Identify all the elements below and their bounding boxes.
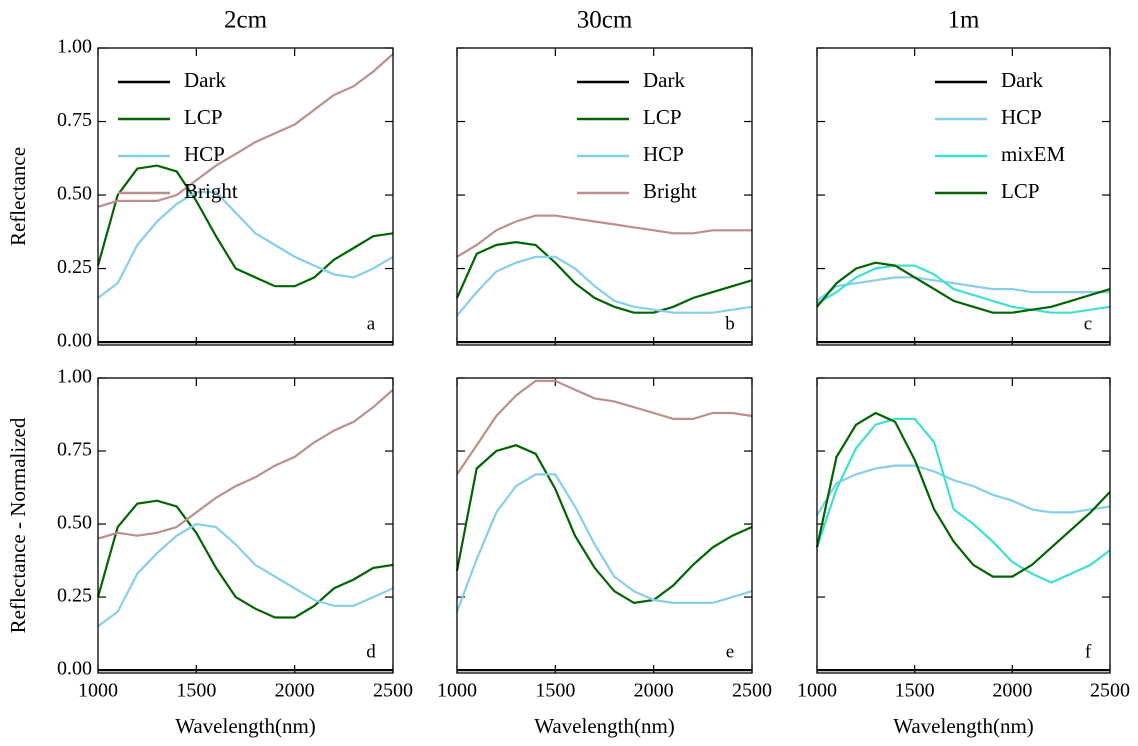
y-tick-label: 1.00 — [57, 366, 92, 388]
legend-label: Dark — [1001, 68, 1043, 92]
panel: Wavelength(nm) 1000 1500 2000 2500 e — [437, 377, 772, 738]
y-tick-label: 0.00 — [57, 658, 92, 680]
y-tick-label: 0.50 — [57, 512, 92, 534]
legend-label: Bright — [184, 179, 238, 203]
series-line — [455, 444, 753, 605]
panel: 2cm Reflectance 0.00 0.25 0.50 0.75 1.00 a Dark L… — [6, 7, 394, 352]
series-line — [815, 417, 1111, 584]
legend-label: Dark — [643, 68, 685, 92]
x-tick-label: 1500 — [895, 680, 935, 702]
x-axis-label: Wavelength(nm) — [534, 714, 675, 738]
panel: 1m c Dark HCP mixEM LCP — [816, 7, 1111, 346]
panel-letter: e — [726, 641, 734, 662]
panel-letter: f — [1085, 641, 1092, 662]
plot-frame — [816, 47, 1111, 346]
x-tick-label: 2500 — [373, 680, 413, 702]
series-line — [816, 464, 1111, 516]
x-tick-label: 2000 — [634, 680, 674, 702]
x-tick-label: 2500 — [732, 680, 772, 702]
series-line — [97, 191, 394, 299]
plot-frame — [456, 47, 753, 346]
y-axis-label: Reflectance — [6, 147, 30, 246]
plot-frame — [456, 377, 753, 674]
x-tick-label: 1000 — [437, 680, 477, 702]
plot-frame — [97, 47, 394, 346]
panel-letter: c — [1084, 313, 1092, 334]
panel-title: 30cm — [577, 7, 633, 34]
series-line — [815, 411, 1111, 578]
series-line — [97, 522, 394, 628]
x-tick-label: 1000 — [78, 680, 118, 702]
series-line — [456, 255, 753, 317]
series-line — [96, 164, 394, 288]
y-tick-label: 1.00 — [57, 36, 92, 58]
legend-label: HCP — [1001, 105, 1042, 129]
series-line — [816, 276, 1110, 302]
series-line — [96, 499, 394, 619]
y-tick-label: 0.00 — [57, 330, 92, 352]
plot-frame — [816, 377, 1111, 674]
series-line — [97, 388, 394, 540]
legend-label: Dark — [184, 68, 226, 92]
panel: Wavelength(nm) 1000 1500 2000 2500 f — [797, 377, 1130, 738]
series-line — [455, 240, 753, 314]
x-tick-label: 2500 — [1090, 680, 1130, 702]
series-line — [456, 214, 752, 258]
series-line — [97, 53, 394, 208]
x-axis-label: Wavelength(nm) — [893, 714, 1034, 738]
x-tick-label: 1500 — [176, 680, 216, 702]
series-line — [816, 261, 1111, 314]
legend-label: LCP — [1001, 179, 1040, 203]
y-tick-label: 0.25 — [57, 585, 92, 607]
legend-label: Bright — [643, 179, 697, 203]
x-tick-label: 1500 — [535, 680, 575, 702]
x-tick-label: 2000 — [275, 680, 315, 702]
panel-letter: b — [725, 313, 735, 334]
series-line — [455, 473, 753, 613]
y-tick-label: 0.50 — [57, 183, 92, 205]
legend-label: LCP — [643, 105, 682, 129]
panel-letter: a — [367, 313, 376, 334]
panel-title: 2cm — [224, 7, 268, 34]
legend-label: mixEM — [1001, 142, 1065, 166]
plot-frame — [97, 377, 394, 674]
panel-letter: d — [366, 641, 376, 662]
panel: Reflectance - Normalized Wavelength(nm) 0.… — [6, 366, 413, 738]
panel: 30cm b Dark LCP HCP Bright — [455, 7, 753, 346]
y-tick-label: 0.75 — [57, 109, 92, 131]
x-tick-label: 1000 — [797, 680, 837, 702]
x-axis-label: Wavelength(nm) — [175, 714, 316, 738]
y-tick-label: 0.25 — [57, 256, 92, 278]
x-tick-label: 2000 — [992, 680, 1032, 702]
series-line — [456, 379, 753, 476]
panel-title: 1m — [948, 7, 981, 34]
series-line — [816, 264, 1111, 314]
y-axis-label: Reflectance - Normalized — [6, 417, 30, 633]
legend-label: HCP — [643, 142, 684, 166]
y-tick-label: 0.75 — [57, 439, 92, 461]
legend-label: HCP — [184, 142, 225, 166]
legend-label: LCP — [184, 105, 223, 129]
